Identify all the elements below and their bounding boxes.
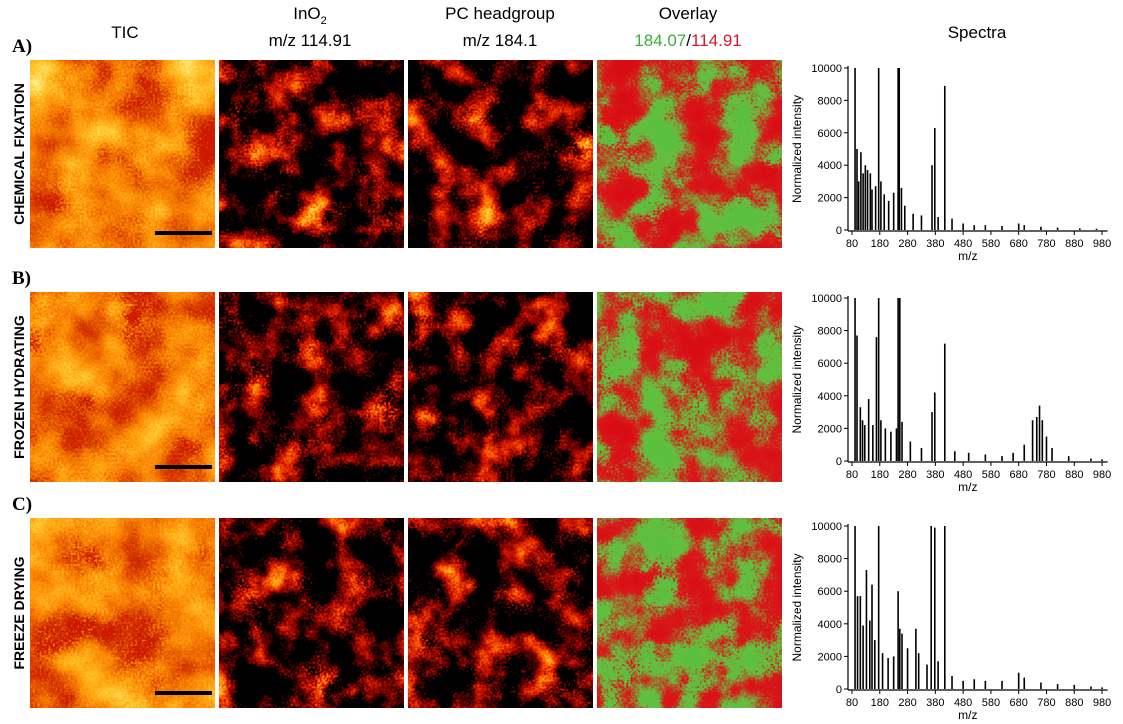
image-panel xyxy=(597,518,782,708)
y-tick-label: 6000 xyxy=(818,586,842,598)
overlay-separator: / xyxy=(686,31,691,50)
x-tick-label: 380 xyxy=(926,697,944,709)
y-tick-label: 8000 xyxy=(818,554,842,566)
x-tick-label: 580 xyxy=(982,697,1000,709)
y-axis-label: Normalized intensity xyxy=(790,95,804,203)
x-tick-label: 880 xyxy=(1065,238,1083,250)
spectrum-chart: 0 2000 4000 6000 8000 10000 80 180 280 380 480 580 6… xyxy=(790,293,1111,494)
x-tick-label: 280 xyxy=(898,469,916,481)
y-axis-label: Normalized intensity xyxy=(790,553,804,661)
image-panel xyxy=(30,518,215,708)
panels: A) CHEMICAL FIXATION B) FROZEN HYDRATING C) F… xyxy=(11,36,782,708)
image-panel xyxy=(30,292,215,482)
x-tick-label: 80 xyxy=(846,238,858,250)
x-tick-label: 680 xyxy=(1010,697,1028,709)
header-subscript: 2 xyxy=(321,15,327,27)
y-tick-label: 4000 xyxy=(818,619,842,631)
y-tick-label: 2000 xyxy=(818,651,842,663)
y-tick-label: 6000 xyxy=(818,128,842,140)
column-header: InO2 xyxy=(293,4,327,27)
column-header: m/z 114.91 xyxy=(269,31,352,50)
spectrum-chart: 0 2000 4000 6000 8000 10000 80 180 280 380 480 580 6… xyxy=(790,521,1111,722)
y-tick-label: 0 xyxy=(836,225,842,237)
header-text: InO xyxy=(293,4,320,23)
y-tick-label: 0 xyxy=(836,684,842,696)
column-header: TIC xyxy=(111,23,138,42)
image-panel xyxy=(597,292,782,482)
x-axis-label: m/z xyxy=(958,708,977,722)
x-tick-label: 880 xyxy=(1065,697,1083,709)
y-tick-label: 10000 xyxy=(811,293,842,305)
y-tick-label: 2000 xyxy=(818,423,842,435)
x-axis-label: m/z xyxy=(958,480,977,494)
y-tick-label: 10000 xyxy=(811,63,842,75)
x-tick-label: 780 xyxy=(1037,697,1055,709)
panel-letter: C) xyxy=(12,494,32,515)
y-axis-label: Normalized intensity xyxy=(790,325,804,433)
image-panel xyxy=(219,292,404,482)
y-tick-label: 2000 xyxy=(818,193,842,205)
panel-letter: A) xyxy=(12,36,32,57)
overlay-red-label: 114.91 xyxy=(691,31,742,50)
image-panel xyxy=(408,518,593,708)
y-tick-label: 8000 xyxy=(818,326,842,338)
x-tick-label: 880 xyxy=(1065,469,1083,481)
x-tick-label: 680 xyxy=(1010,238,1028,250)
x-tick-label: 80 xyxy=(846,697,858,709)
y-tick-label: 4000 xyxy=(818,391,842,403)
x-tick-label: 980 xyxy=(1093,238,1111,250)
image-panel xyxy=(597,60,782,248)
column-header: Spectra xyxy=(948,23,1007,42)
row-label: FREEZE DRYING xyxy=(11,556,27,669)
image-panel xyxy=(219,518,404,708)
image-panel xyxy=(408,292,593,482)
x-tick-label: 780 xyxy=(1037,238,1055,250)
x-tick-label: 80 xyxy=(846,469,858,481)
overlay-green-label: 184.07 xyxy=(634,31,686,50)
x-tick-label: 980 xyxy=(1093,469,1111,481)
x-tick-label: 780 xyxy=(1037,469,1055,481)
x-tick-label: 480 xyxy=(954,238,972,250)
x-tick-label: 580 xyxy=(982,238,1000,250)
y-tick-label: 0 xyxy=(836,456,842,468)
image-panel xyxy=(30,60,215,248)
x-tick-label: 180 xyxy=(871,238,889,250)
x-tick-label: 380 xyxy=(926,469,944,481)
y-tick-label: 10000 xyxy=(811,521,842,533)
row-label: FROZEN HYDRATING xyxy=(11,315,27,459)
x-tick-label: 480 xyxy=(954,469,972,481)
x-tick-label: 280 xyxy=(898,697,916,709)
y-tick-label: 4000 xyxy=(818,160,842,172)
x-tick-label: 980 xyxy=(1093,697,1111,709)
spectrum-chart: 0 2000 4000 6000 8000 10000 80 180 280 380 480 580 6… xyxy=(790,63,1111,263)
x-tick-label: 680 xyxy=(1010,469,1028,481)
x-tick-label: 580 xyxy=(982,469,1000,481)
image-panel xyxy=(408,60,593,248)
row-label: CHEMICAL FIXATION xyxy=(11,83,27,225)
y-tick-label: 8000 xyxy=(818,95,842,107)
x-tick-label: 480 xyxy=(954,697,972,709)
column-header: PC headgroup xyxy=(445,4,555,23)
y-tick-label: 6000 xyxy=(818,358,842,370)
x-tick-label: 180 xyxy=(871,697,889,709)
column-header: Overlay xyxy=(659,4,718,23)
column-header: m/z 184.1 xyxy=(463,31,538,50)
column-header: 184.07/114.91 xyxy=(634,31,741,50)
x-tick-label: 380 xyxy=(926,238,944,250)
x-axis-label: m/z xyxy=(958,249,977,263)
x-tick-label: 180 xyxy=(871,469,889,481)
panel-letter: B) xyxy=(12,268,31,289)
x-tick-label: 280 xyxy=(898,238,916,250)
image-panel xyxy=(219,60,404,248)
